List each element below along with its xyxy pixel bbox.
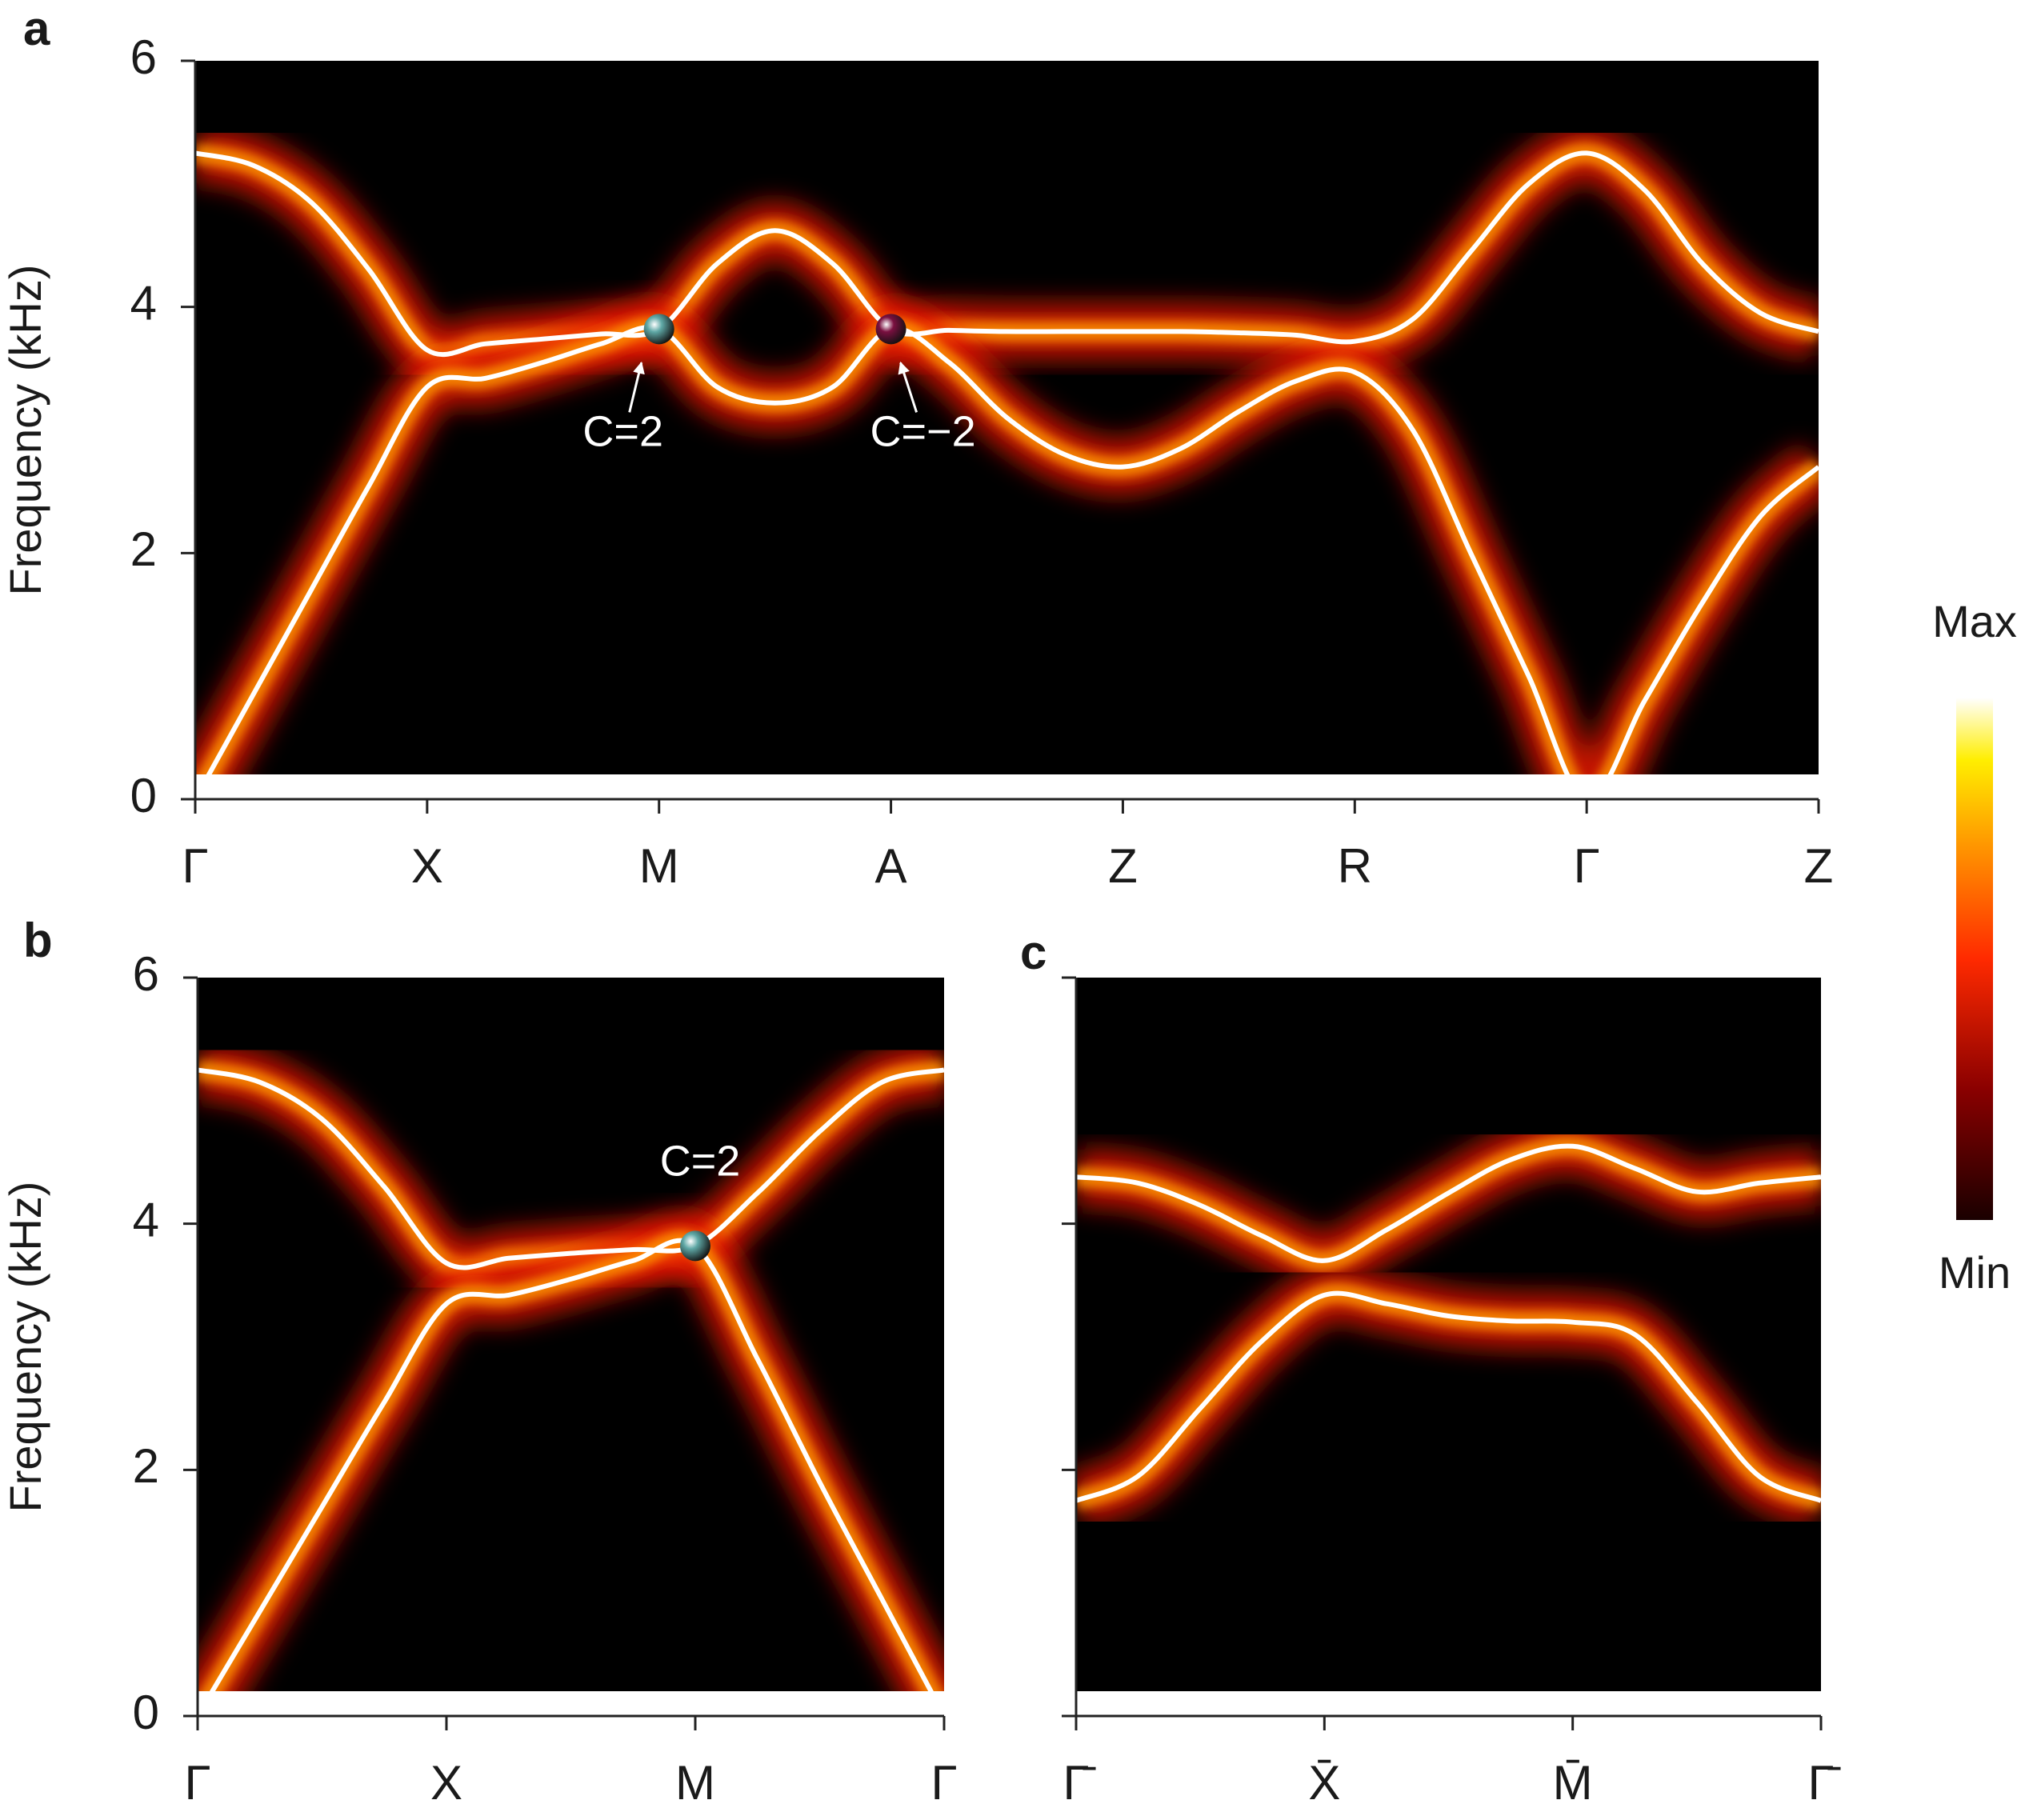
- colorbar-max-label: Max: [1932, 596, 2017, 646]
- panel: Γ̄ X̄ M̄ Γ̄ c: [1020, 926, 1842, 1810]
- x-tick-label: Γ: [930, 1756, 957, 1810]
- weyl-point: [875, 314, 906, 345]
- y-tick-label: 0: [130, 769, 157, 822]
- panel: 0 2 4 6 Γ X M A Z R Γ Z Frequency (kHz) a C=2 C=−2: [0, 2, 1833, 893]
- x-tick-label: X: [411, 839, 443, 893]
- y-tick-label: 6: [133, 947, 159, 1001]
- x-tick-label: Γ̄: [1807, 1756, 1841, 1810]
- y-tick-label: 2: [133, 1439, 159, 1493]
- y-tick-label: 2: [130, 522, 157, 576]
- y-tick-label: 6: [130, 30, 157, 84]
- y-tick-label: 4: [130, 277, 157, 330]
- x-tick-label: R: [1338, 839, 1372, 893]
- x-tick-label: M̄: [1553, 1756, 1593, 1810]
- colorbar: [1956, 698, 1993, 1220]
- panel: 0 2 4 6 Γ X M Γ Frequency (kHz) b C=2: [0, 914, 958, 1810]
- band-lines: [198, 1067, 944, 1691]
- x-tick-label: X̄: [1308, 1756, 1340, 1810]
- y-axis-title: Frequency (kHz): [0, 265, 50, 596]
- band-line: [1076, 1143, 1821, 1263]
- weyl-point: [643, 314, 674, 345]
- band-line: [209, 1238, 934, 1691]
- panel-label: a: [23, 2, 50, 55]
- colorbar-min-label: Min: [1939, 1247, 2011, 1298]
- annotation: C=2: [660, 1138, 741, 1186]
- band-line: [206, 325, 1819, 774]
- x-tick-label: Z: [1108, 839, 1138, 893]
- x-tick-label: M: [639, 839, 679, 893]
- annotation-arrow: [628, 361, 645, 413]
- x-tick-label: X: [430, 1756, 462, 1810]
- band-lines: [195, 150, 1819, 774]
- band-lines: [1076, 1143, 1821, 1503]
- panel-label: c: [1020, 926, 1047, 979]
- annotation: C=2: [582, 408, 663, 456]
- x-tick-label: M: [675, 1756, 715, 1810]
- annotation: C=−2: [870, 408, 976, 456]
- y-tick-label: 4: [133, 1194, 159, 1247]
- band-line: [195, 150, 1819, 358]
- x-tick-label: A: [875, 839, 907, 893]
- band-line: [198, 1067, 944, 1270]
- y-axis-title: Frequency (kHz): [0, 1182, 50, 1513]
- x-tick-label: Γ: [1574, 839, 1600, 893]
- x-tick-label: Γ: [184, 1756, 210, 1810]
- y-tick-label: 0: [133, 1686, 159, 1739]
- x-tick-label: Z: [1804, 839, 1834, 893]
- weyl-point: [680, 1230, 710, 1262]
- panel-label: b: [23, 914, 53, 967]
- x-tick-label: Γ̄: [1063, 1756, 1096, 1810]
- annotation-arrow: [898, 361, 918, 413]
- x-tick-label: Γ: [182, 839, 208, 893]
- band-line: [1076, 1290, 1821, 1503]
